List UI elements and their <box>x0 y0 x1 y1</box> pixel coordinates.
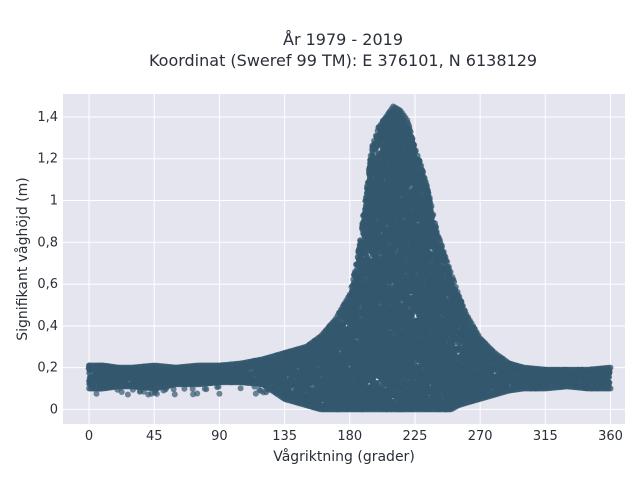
chart-title-line-2: Koordinat (Sweref 99 TM): E 376101, N 61… <box>149 51 537 70</box>
data-points <box>85 103 614 413</box>
chart-title-line-1: År 1979 - 2019 <box>283 30 403 49</box>
